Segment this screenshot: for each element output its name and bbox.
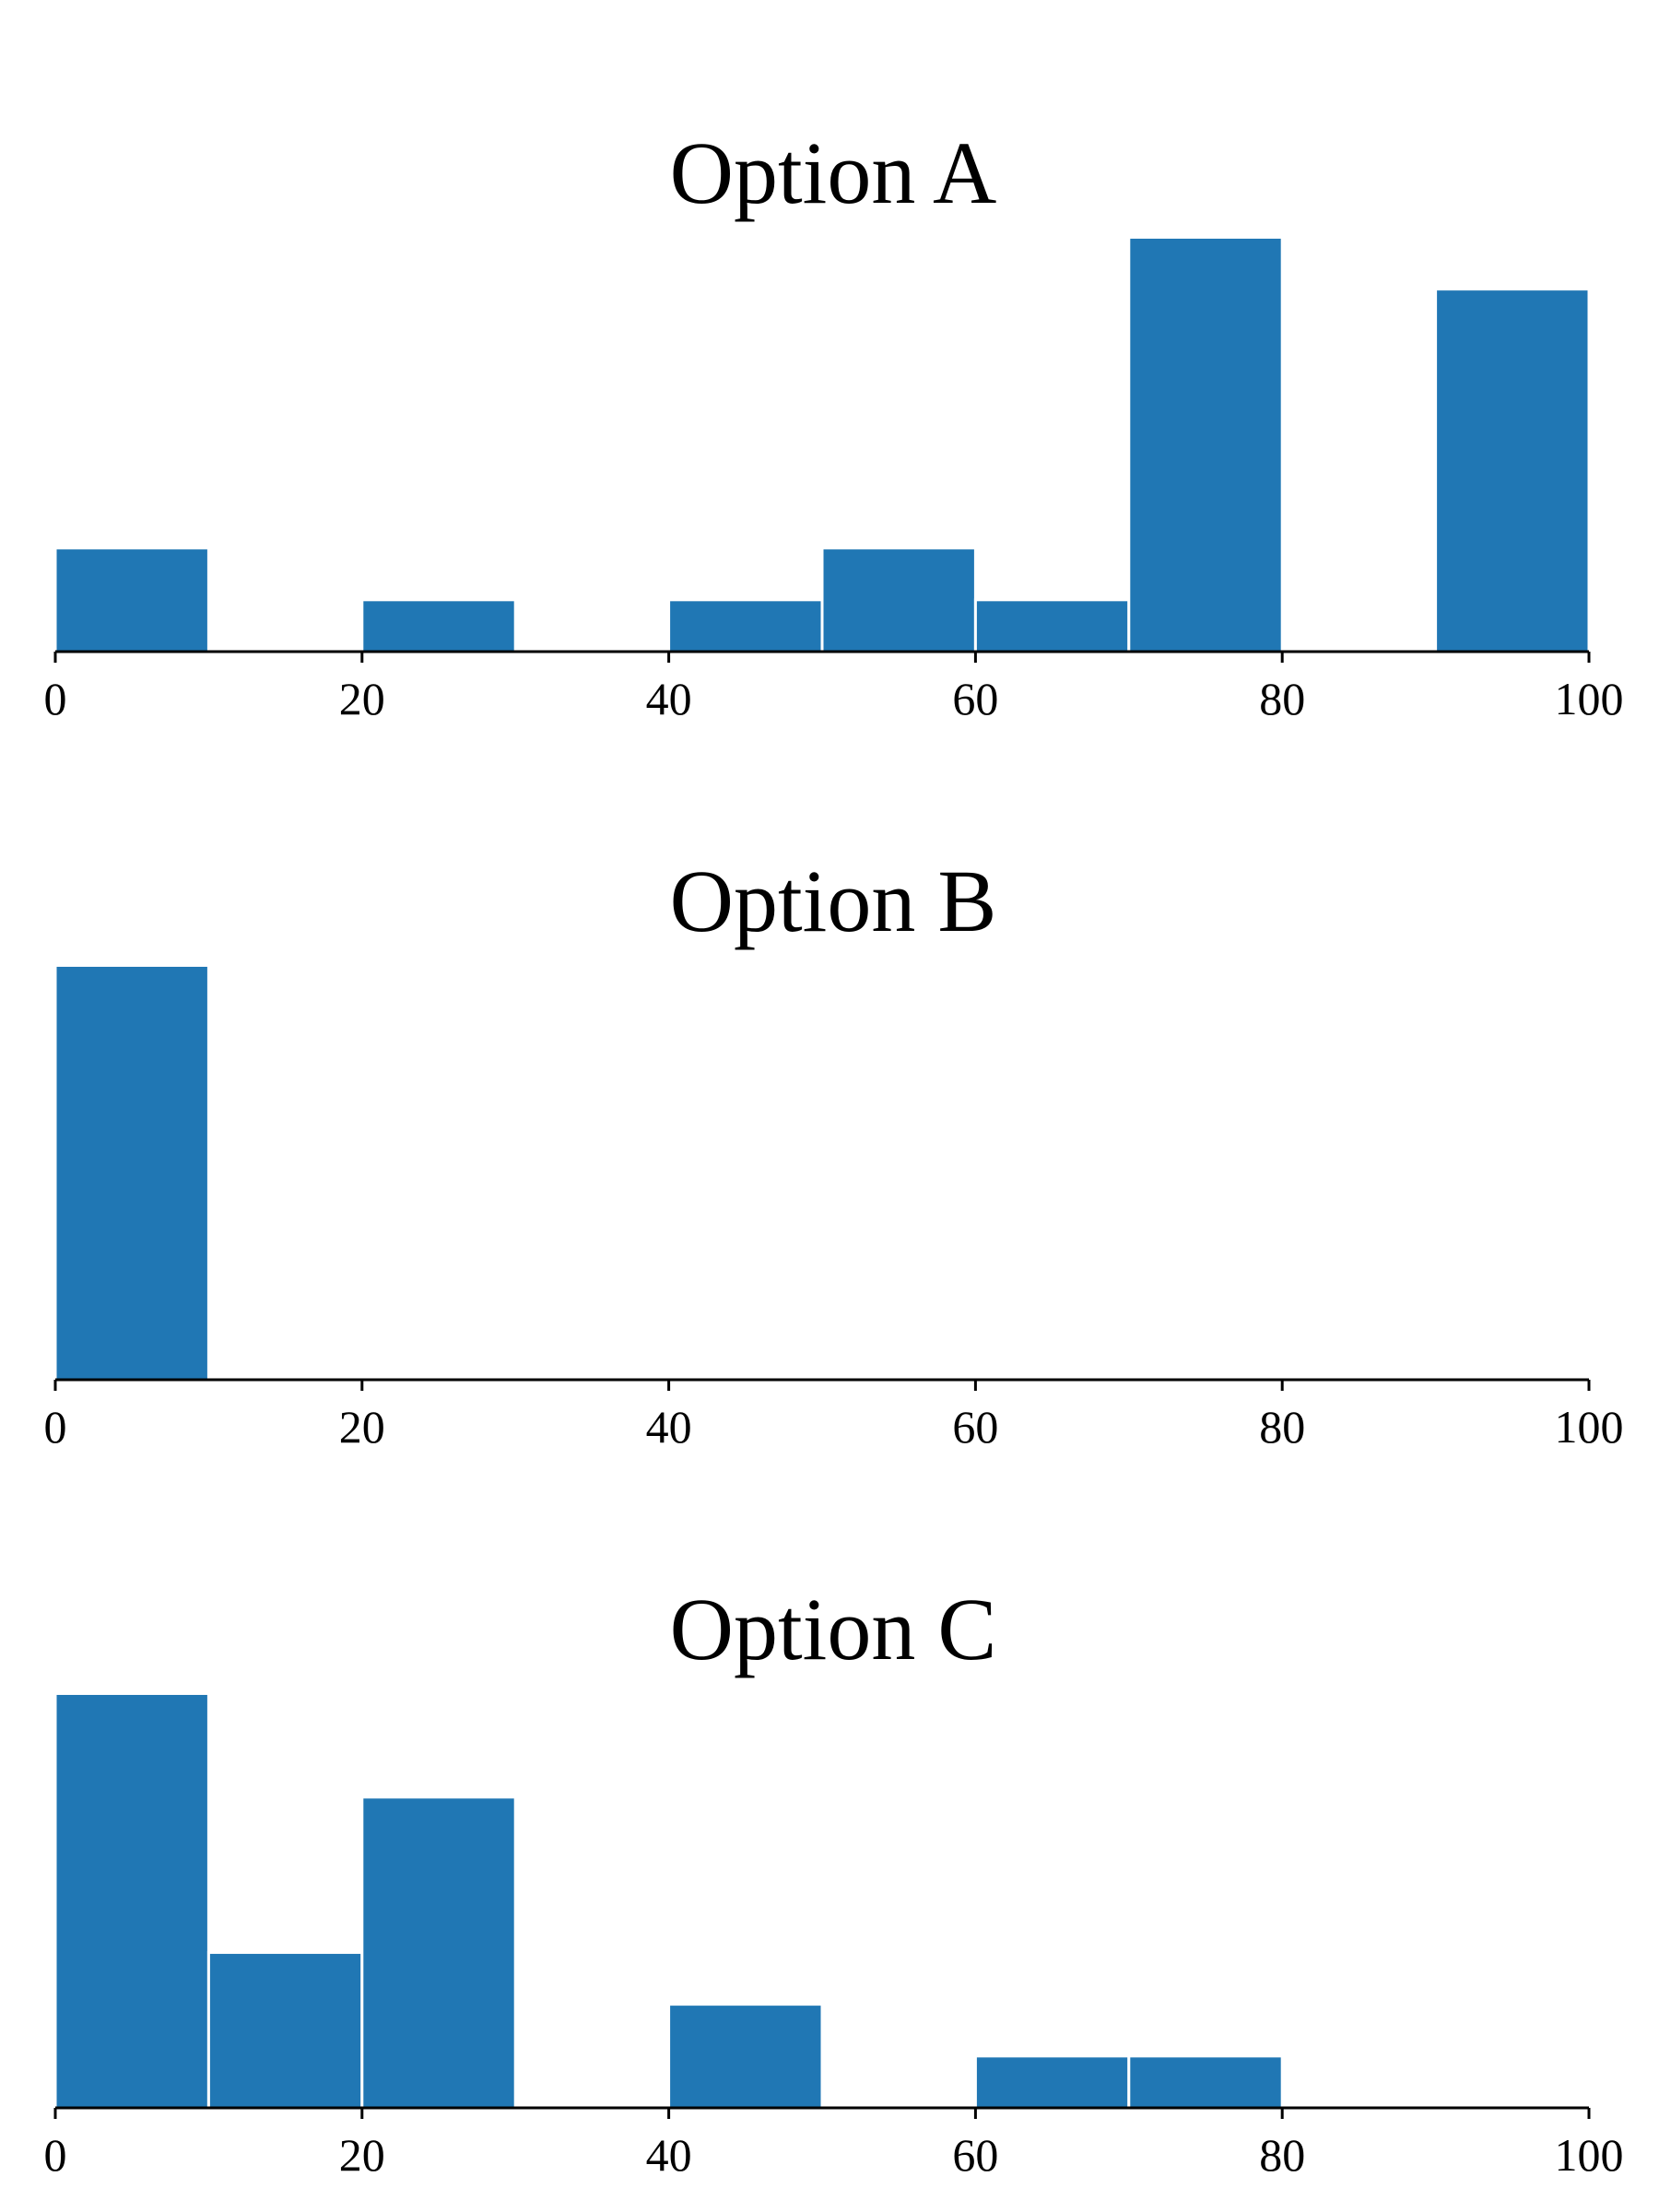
panel-title: Option A [670, 124, 997, 222]
x-tick-label: 40 [646, 673, 692, 724]
bar-group [53, 235, 1591, 653]
panel-option-a: Option A 0 20 40 60 80 100 [44, 124, 1624, 724]
x-tick-label: 0 [44, 673, 67, 724]
x-tick-label: 60 [952, 2129, 998, 2181]
x-tick-label: 60 [952, 673, 998, 724]
x-axis: 0 20 40 60 80 100 [44, 2106, 1624, 2181]
x-tick-label: 80 [1259, 673, 1305, 724]
x-tick-label: 40 [646, 2129, 692, 2181]
x-tick-label: 0 [44, 1401, 67, 1453]
panel-title: Option B [670, 852, 997, 950]
histogram-bar [1434, 288, 1591, 653]
panel-option-c: Option C 0 20 40 60 80 100 [44, 1580, 1624, 2181]
x-tick-label: 20 [339, 673, 385, 724]
x-tick-label: 100 [1555, 673, 1624, 724]
x-tick-label: 100 [1555, 1401, 1624, 1453]
histogram-bar [973, 598, 1131, 653]
histogram-bar [1127, 2054, 1284, 2110]
histogram-bar [53, 547, 210, 653]
x-tick-label: 20 [339, 2129, 385, 2181]
x-tick-label: 80 [1259, 1401, 1305, 1453]
histogram-bar [53, 1691, 210, 2110]
histogram-bar [667, 2003, 824, 2110]
histogram-bar [973, 2054, 1131, 2110]
histogram-bar [820, 547, 977, 653]
x-tick-label: 80 [1259, 2129, 1305, 2181]
histogram-bar [206, 1950, 364, 2110]
x-tick-label: 40 [646, 1401, 692, 1453]
histogram-bar [667, 598, 824, 653]
histogram-bar [360, 598, 517, 653]
bar-group [53, 1691, 1284, 2110]
x-tick-label: 60 [952, 1401, 998, 1453]
histogram-bar [53, 963, 210, 1382]
histogram-bar [360, 1795, 517, 2110]
x-tick-label: 100 [1555, 2129, 1624, 2181]
x-axis: 0 20 40 60 80 100 [44, 1378, 1624, 1453]
x-tick-label: 20 [339, 1401, 385, 1453]
bar-group [53, 963, 210, 1382]
x-axis: 0 20 40 60 80 100 [44, 650, 1624, 724]
histogram-bar [1127, 235, 1284, 653]
panel-option-b: Option B 0 20 40 60 80 100 [44, 852, 1624, 1453]
x-tick-label: 0 [44, 2129, 67, 2181]
panel-title: Option C [670, 1580, 997, 1678]
